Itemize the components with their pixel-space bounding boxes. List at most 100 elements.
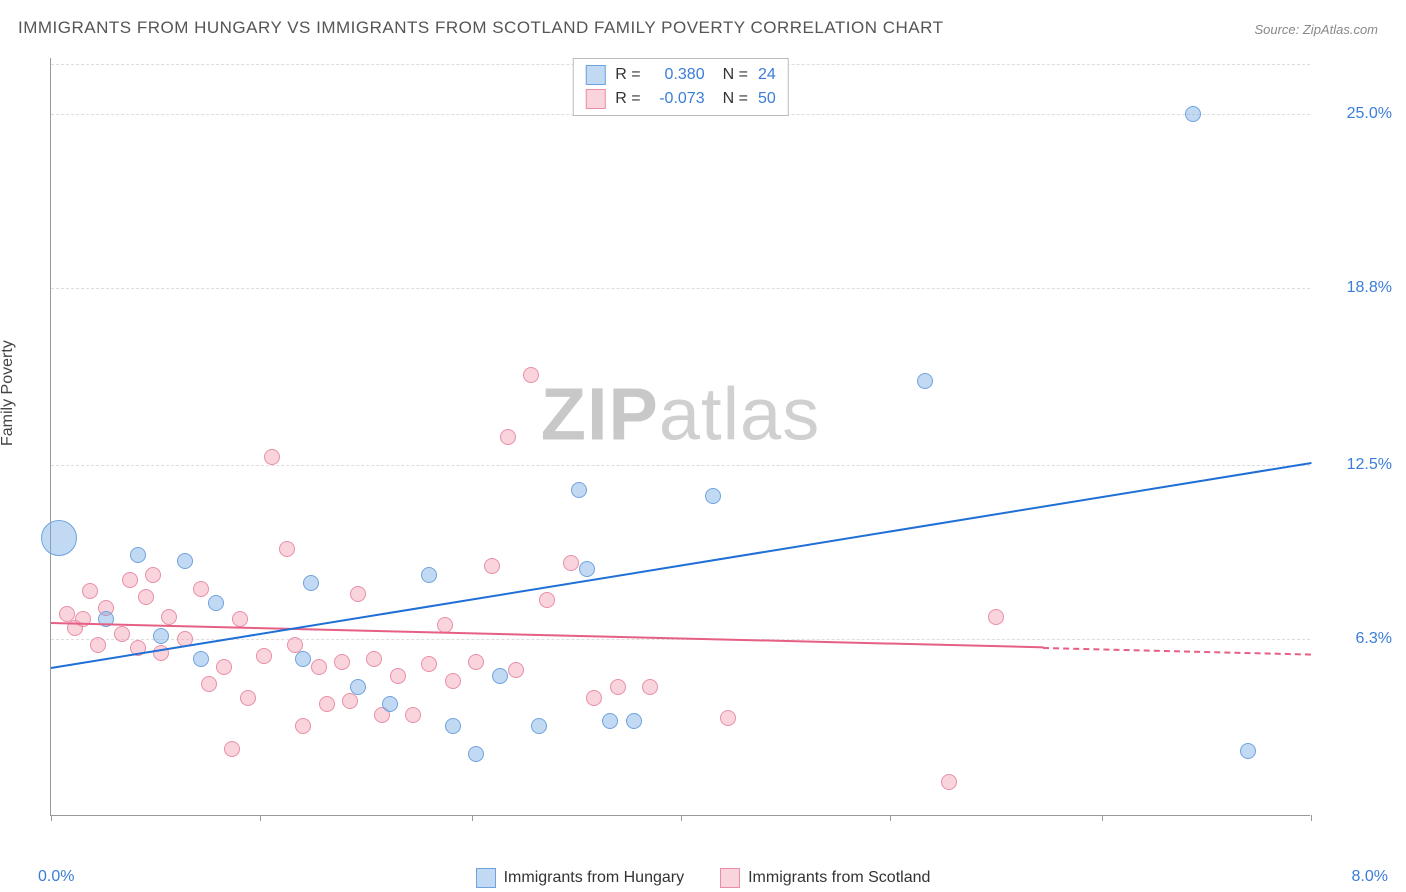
y-tick-label: 6.3% <box>1322 630 1392 648</box>
data-point <box>177 553 193 569</box>
data-point <box>405 707 421 723</box>
data-point <box>130 547 146 563</box>
data-point <box>421 656 437 672</box>
legend-swatch <box>720 868 740 888</box>
data-point <box>75 611 91 627</box>
data-point <box>193 581 209 597</box>
x-tick <box>51 815 52 821</box>
data-point <box>421 567 437 583</box>
correlation-legend: R = 0.380 N = 24 R = -0.073 N = 50 <box>572 58 788 116</box>
legend-item: Immigrants from Hungary <box>476 868 685 888</box>
data-point <box>114 626 130 642</box>
data-point <box>508 662 524 678</box>
data-point <box>586 690 602 706</box>
data-point <box>917 373 933 389</box>
data-point <box>610 679 626 695</box>
data-point <box>208 595 224 611</box>
legend-swatch <box>585 89 605 109</box>
data-point <box>279 541 295 557</box>
data-point <box>563 555 579 571</box>
data-point <box>82 583 98 599</box>
series-legend: Immigrants from Hungary Immigrants from S… <box>0 868 1406 888</box>
data-point <box>193 651 209 667</box>
data-point <box>988 609 1004 625</box>
data-point <box>256 648 272 664</box>
data-point <box>41 520 77 556</box>
data-point <box>626 713 642 729</box>
legend-n-label: N = <box>723 63 748 87</box>
plot-area: ZIPatlas R =0.380N =24R =-0.073N =50 6.3… <box>50 58 1310 816</box>
data-point <box>500 429 516 445</box>
legend-r-label: R = <box>615 87 640 111</box>
legend-label: Immigrants from Hungary <box>504 869 685 887</box>
data-point <box>138 589 154 605</box>
data-point <box>523 367 539 383</box>
x-tick <box>890 815 891 821</box>
data-point <box>90 637 106 653</box>
data-point <box>122 572 138 588</box>
data-point <box>153 628 169 644</box>
data-point <box>334 654 350 670</box>
data-point <box>539 592 555 608</box>
data-point <box>468 746 484 762</box>
data-point <box>319 696 335 712</box>
data-point <box>602 713 618 729</box>
source-label: Source: ZipAtlas.com <box>1254 22 1378 37</box>
x-tick <box>681 815 682 821</box>
trend-line-extrapolated <box>1043 647 1311 656</box>
data-point <box>941 774 957 790</box>
data-point <box>201 676 217 692</box>
legend-n-value: 24 <box>758 63 776 87</box>
x-tick <box>472 815 473 821</box>
data-point <box>445 673 461 689</box>
watermark: ZIPatlas <box>541 371 820 456</box>
data-point <box>1240 743 1256 759</box>
data-point <box>571 482 587 498</box>
x-tick <box>1102 815 1103 821</box>
data-point <box>492 668 508 684</box>
legend-r-value: 0.380 <box>651 63 705 87</box>
data-point <box>311 659 327 675</box>
data-point <box>350 586 366 602</box>
data-point <box>216 659 232 675</box>
data-point <box>232 611 248 627</box>
data-point <box>295 718 311 734</box>
y-tick-label: 25.0% <box>1322 105 1392 123</box>
legend-r-value: -0.073 <box>651 87 705 111</box>
data-point <box>445 718 461 734</box>
x-tick <box>1311 815 1312 821</box>
data-point <box>303 575 319 591</box>
data-point <box>484 558 500 574</box>
legend-item: Immigrants from Scotland <box>720 868 930 888</box>
data-point <box>145 567 161 583</box>
data-point <box>390 668 406 684</box>
legend-swatch <box>585 65 605 85</box>
x-tick <box>260 815 261 821</box>
data-point <box>1185 106 1201 122</box>
data-point <box>240 690 256 706</box>
data-point <box>642 679 658 695</box>
legend-n-label: N = <box>723 87 748 111</box>
data-point <box>264 449 280 465</box>
data-point <box>531 718 547 734</box>
chart-title: IMMIGRANTS FROM HUNGARY VS IMMIGRANTS FR… <box>18 18 943 38</box>
data-point <box>350 679 366 695</box>
data-point <box>579 561 595 577</box>
data-point <box>295 651 311 667</box>
y-axis-title: Family Poverty <box>0 340 17 446</box>
data-point <box>720 710 736 726</box>
data-point <box>342 693 358 709</box>
legend-n-value: 50 <box>758 87 776 111</box>
legend-swatch <box>476 868 496 888</box>
data-point <box>224 741 240 757</box>
legend-r-label: R = <box>615 63 640 87</box>
y-tick-label: 18.8% <box>1322 279 1392 297</box>
grid-line <box>51 288 1310 289</box>
data-point <box>382 696 398 712</box>
y-tick-label: 12.5% <box>1322 456 1392 474</box>
data-point <box>366 651 382 667</box>
legend-label: Immigrants from Scotland <box>748 869 930 887</box>
data-point <box>468 654 484 670</box>
data-point <box>705 488 721 504</box>
data-point <box>161 609 177 625</box>
